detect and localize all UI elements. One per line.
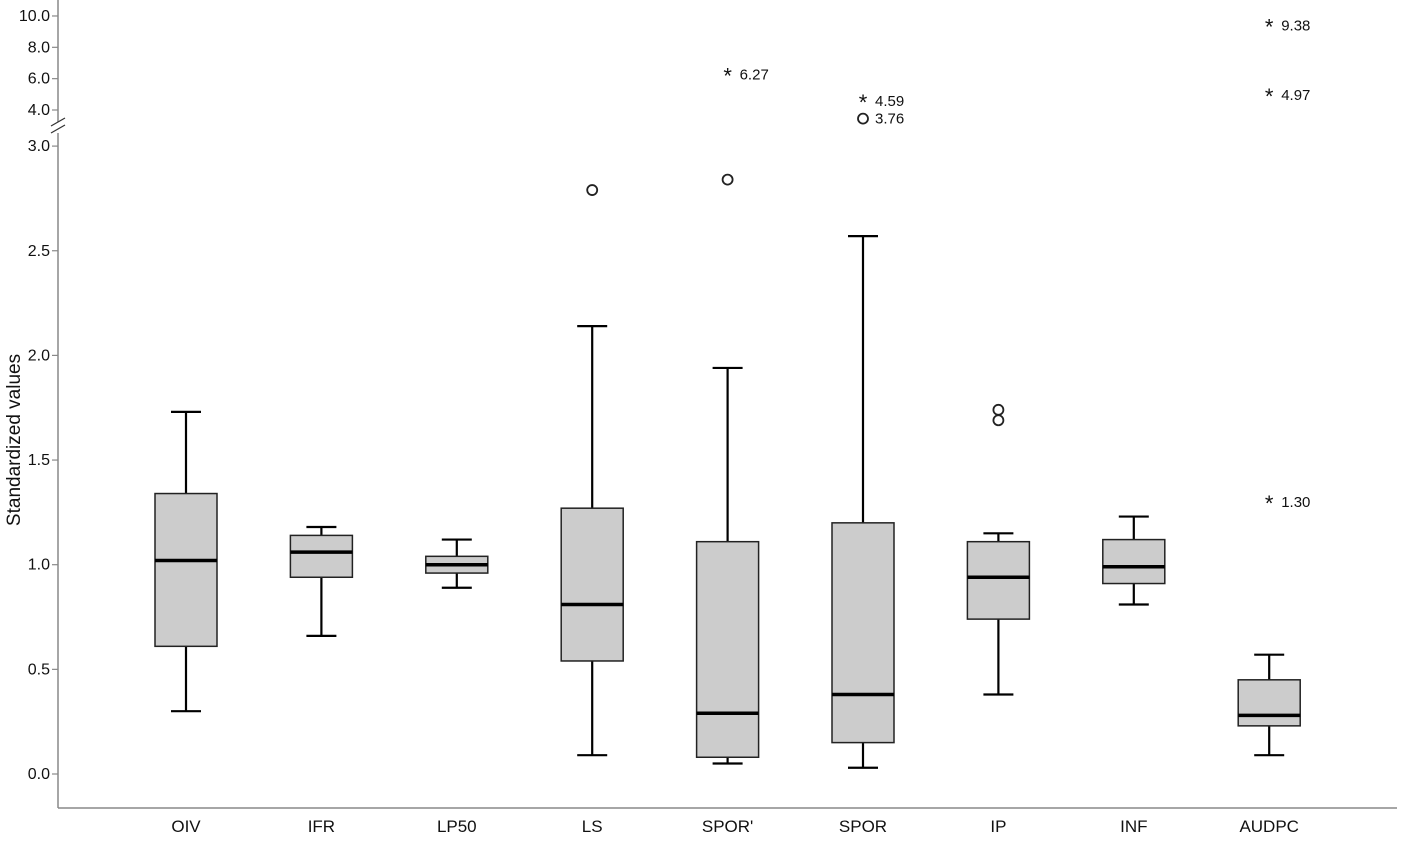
y-tick-label: 0.5 (28, 661, 50, 678)
box-inf (1102, 515, 1166, 606)
axis-break-mark (50, 117, 66, 127)
box-audpc (1237, 653, 1301, 757)
box-rect (289, 534, 354, 579)
outlier-label: 1.30 (1281, 494, 1310, 511)
outlier-star: * (859, 90, 868, 115)
outlier-circle (992, 414, 1005, 427)
outlier-star: * (723, 63, 732, 88)
y-tick-label: 1.0 (28, 557, 50, 574)
y-tick-label: 4.0 (28, 102, 50, 119)
axis-break-mark (50, 124, 66, 134)
box-rect (560, 507, 624, 662)
y-tick-label: 6.0 (28, 71, 50, 88)
y-tick-label: 2.5 (28, 243, 50, 260)
y-tick-label: 2.0 (28, 347, 50, 364)
y-tick-label: 3.0 (28, 138, 50, 155)
y-tick-label: 10.0 (19, 8, 50, 25)
box-rect (1102, 538, 1166, 585)
box-rect (695, 540, 760, 759)
x-tick-label: OIV (171, 817, 201, 836)
boxes (154, 234, 1301, 769)
outlier-label: 9.38 (1281, 18, 1310, 35)
x-tick-label: SPOR' (702, 817, 753, 836)
box-spor (695, 366, 760, 765)
x-tick-label: SPOR (839, 817, 887, 836)
x-tick-label: LP50 (437, 817, 477, 836)
outlier-circle (586, 184, 599, 196)
outlier-label: 4.97 (1281, 87, 1310, 104)
x-tick-label: INF (1120, 817, 1147, 836)
box-rect (1237, 679, 1301, 727)
x-tick-label: AUDPC (1239, 817, 1299, 836)
outlier-star: * (1265, 84, 1274, 109)
outlier-label: 4.59 (875, 93, 904, 110)
y-axis-label: Standardized values (4, 354, 25, 526)
y-tick-label: 1.5 (28, 452, 50, 469)
x-tick-label: LS (582, 817, 603, 836)
outlier-circle (721, 173, 734, 186)
outlier-label: 6.27 (740, 66, 769, 83)
box-rect (966, 540, 1031, 620)
y-tick-label: 8.0 (28, 39, 50, 56)
axes: 0.0 0.5 1.0 1.5 2.0 2.5 3.0 4.0 6.0 8.0 10.0 OIV IFR… (19, 0, 1397, 836)
outlier-circle (857, 112, 869, 125)
x-tick-label: IP (990, 817, 1006, 836)
x-tick-label: IFR (308, 817, 335, 836)
box-lp50 (425, 538, 489, 589)
outlier-star: * (1265, 15, 1274, 40)
outlier-circle (992, 403, 1005, 416)
box-rect (831, 522, 895, 744)
box-ip (966, 532, 1031, 696)
outlier-label: 3.76 (875, 111, 904, 128)
y-tick-label: 0.0 (28, 766, 50, 783)
outliers: 3.76 * 4.59 * 6.27 * 1.30 * 4.97 * 9.38 (586, 15, 1310, 516)
box-spor (831, 234, 895, 769)
box-oiv (154, 410, 218, 713)
box-rect (154, 492, 218, 648)
box-ls (560, 324, 624, 757)
box-ifr (289, 525, 354, 637)
outlier-star: * (1265, 491, 1274, 516)
